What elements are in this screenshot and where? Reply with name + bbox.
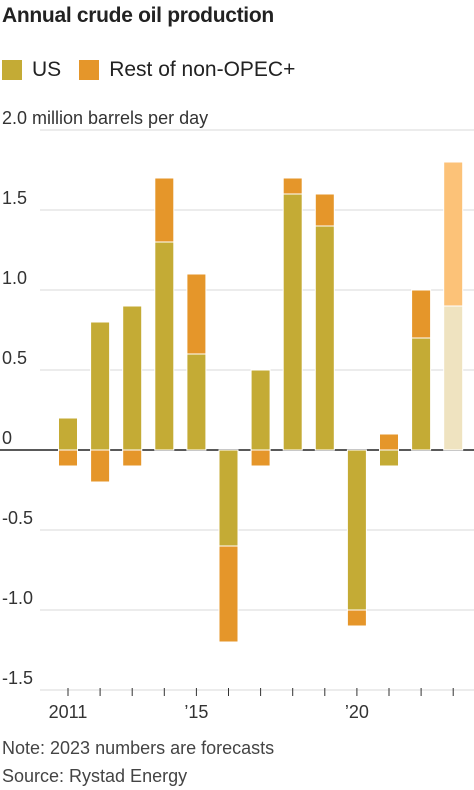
bar-us-2018: [282, 193, 303, 451]
bar-rest-non-opec-2012: [90, 449, 111, 483]
y-tick-label: 1.0: [2, 268, 27, 288]
y-tick-label: 2.0 million barrels per day: [2, 108, 208, 128]
bar-rest-non-opec-2023: [443, 161, 464, 307]
y-tick-label: 1.5: [2, 188, 27, 208]
bar-rest-non-opec-2022: [411, 289, 432, 339]
legend-item-us: US: [2, 58, 61, 82]
y-tick-label: 0: [2, 428, 12, 448]
y-tick-label: 0.5: [2, 348, 27, 368]
bar-rest-non-opec-2019: [314, 193, 335, 227]
y-tick-label: -0.5: [2, 508, 33, 528]
bar-us-2013: [122, 305, 143, 451]
bar-us-2021: [379, 449, 399, 467]
y-tick-label: -1.5: [2, 668, 33, 688]
legend-swatch-us: [2, 60, 22, 80]
bar-us-2012: [90, 321, 111, 451]
bar-rest-non-opec-2020: [346, 609, 367, 627]
legend-label-rest-non-opec: Rest of non-OPEC+: [109, 58, 296, 81]
bar-us-2015: [186, 353, 207, 451]
bar-us-2019: [314, 225, 335, 451]
bar-rest-non-opec-2014: [154, 177, 175, 243]
bar-rest-non-opec-2017: [250, 449, 271, 467]
x-tick-label: ’15: [184, 702, 208, 722]
bar-rest-non-opec-2013: [122, 449, 143, 467]
legend-swatch-rest-non-opec: [79, 60, 100, 80]
y-tick-label: -1.0: [2, 588, 33, 608]
bar-rest-non-opec-2021: [379, 433, 399, 451]
chart-title: Annual crude oil production: [2, 4, 274, 27]
bar-us-2020: [346, 449, 367, 611]
bar-rest-non-opec-2016: [218, 545, 239, 643]
x-tick-label: 2011: [49, 702, 88, 722]
bar-rest-non-opec-2011: [58, 449, 78, 467]
x-tick-label: ’20: [345, 702, 369, 722]
legend-label-us: US: [32, 58, 62, 81]
bar-us-2016: [218, 449, 239, 547]
bar-us-2017: [250, 369, 271, 451]
bar-rest-non-opec-2015: [186, 273, 207, 355]
source-line: Source: Rystad Energy: [2, 766, 188, 786]
footnote: Note: 2023 numbers are forecasts: [2, 738, 275, 758]
bar-us-2014: [154, 241, 175, 451]
bar-us-2022: [411, 337, 432, 451]
legend-item-rest-non-opec: Rest of non-OPEC+: [79, 58, 295, 82]
bar-rest-non-opec-2018: [282, 177, 303, 195]
bar-chart: 2.0 million barrels per day 1.5 1.0 0.5 0 -0.…: [0, 108, 474, 722]
bar-us-2011: [58, 417, 78, 451]
legend: US Rest of non-OPEC+: [2, 58, 313, 82]
bar-us-2023: [443, 305, 464, 451]
